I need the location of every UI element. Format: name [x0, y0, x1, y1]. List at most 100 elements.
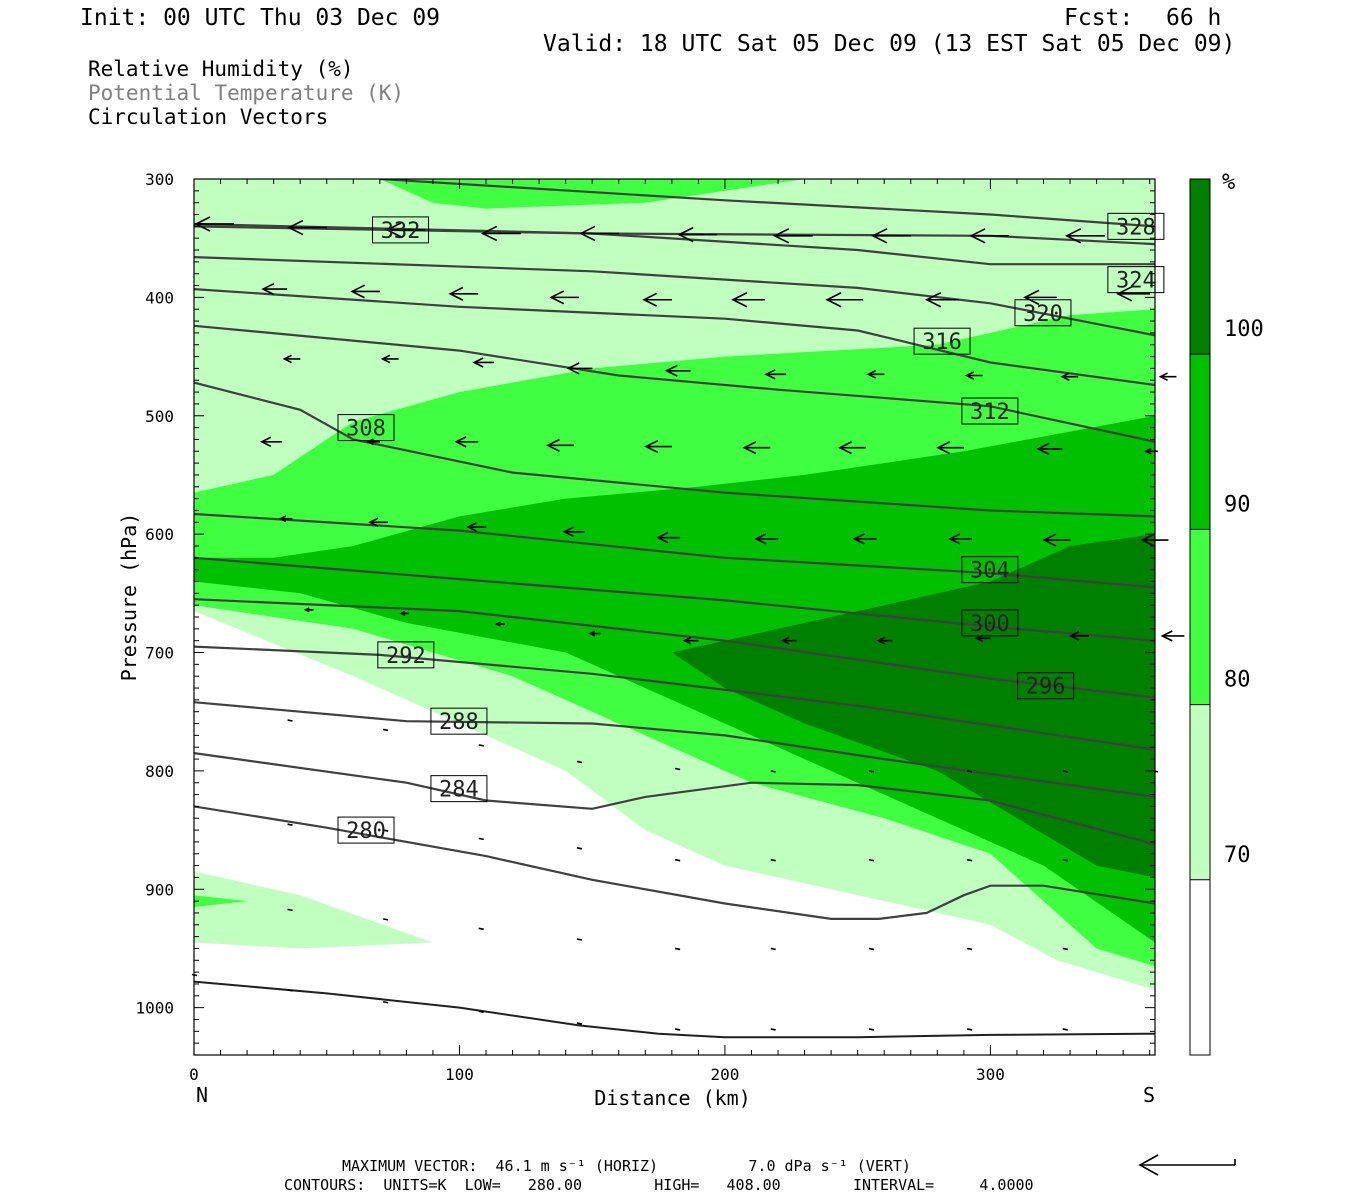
contour-label-box — [377, 641, 435, 669]
vector-small-11 — [382, 829, 389, 832]
contour-label-324: 324 — [1107, 266, 1165, 294]
vector-9-head — [1064, 228, 1082, 244]
legend-theta: Potential Temperature (K) — [88, 81, 405, 105]
contour-label-text: 332 — [381, 219, 421, 244]
contour-label-text: 284 — [439, 778, 479, 803]
rh-region-r90 — [194, 415, 1155, 943]
vector-3-head — [480, 225, 498, 242]
vector-56-head — [876, 636, 886, 645]
ytick-label-300: 300 — [145, 170, 174, 189]
vector-51 — [399, 610, 410, 616]
vector-35 — [742, 441, 771, 455]
contour-label-text: 292 — [386, 644, 426, 669]
vector-33-head — [546, 438, 560, 452]
colorbar-band-2 — [1190, 529, 1210, 705]
vector-17 — [924, 292, 959, 308]
colorbar-frame — [1189, 178, 1211, 1056]
colorbar-label-100: 100 — [1224, 317, 1264, 342]
contour-label-text: 320 — [1023, 302, 1063, 327]
vector-22 — [472, 357, 495, 368]
vector-34 — [644, 439, 673, 454]
vector-1 — [287, 219, 327, 236]
contour-label-text: 308 — [346, 417, 386, 442]
ytick-label-800: 800 — [145, 762, 174, 781]
vector-48-head — [1042, 533, 1057, 547]
theta-contour-292 — [194, 645, 1155, 751]
vector-54 — [682, 636, 699, 645]
contour-label-box — [961, 609, 1019, 637]
rh-region-r100 — [671, 534, 1155, 878]
contour-label-text: 288 — [439, 710, 479, 735]
contour-label-box — [1107, 266, 1165, 294]
vector-small-34 — [770, 1028, 776, 1031]
xtick-label-200: 200 — [710, 1065, 739, 1084]
vector-23-head — [566, 362, 580, 375]
vector-small-7 — [967, 770, 973, 773]
contour-label-text: 312 — [970, 400, 1010, 425]
vector-small-27 — [1062, 947, 1068, 951]
colorbar-unit: % — [1222, 170, 1235, 195]
colorbar-label-90: 90 — [1224, 492, 1251, 517]
vector-30-head — [259, 436, 272, 448]
vector-32-head — [454, 436, 467, 448]
xtick-label-300: 300 — [976, 1065, 1005, 1084]
vector-17-head — [924, 292, 942, 308]
vector-28 — [1060, 372, 1079, 382]
vector-18 — [1023, 289, 1057, 306]
vector-31-head — [366, 438, 374, 446]
vector-small-14 — [674, 858, 681, 862]
contour-label-304: 304 — [961, 556, 1019, 584]
vector-37 — [936, 441, 965, 455]
theta-contour-280 — [194, 805, 1155, 921]
vector-52-head — [494, 621, 501, 627]
legend-rh: Relative Humidity (%) — [88, 57, 354, 81]
vector-38 — [1036, 442, 1063, 456]
vector-small-36 — [967, 1028, 973, 1031]
contour-label-300: 300 — [961, 609, 1019, 637]
contour-label-312: 312 — [961, 397, 1019, 425]
vector-16-head — [825, 292, 842, 308]
ytick-label-700: 700 — [145, 644, 174, 663]
vector-14-head — [642, 292, 657, 307]
vector-58-head — [1069, 631, 1080, 641]
vector-small-4 — [674, 767, 681, 771]
vector-33 — [546, 438, 574, 452]
contours-note: CONTOURS: UNITS=K LOW= 280.00 HIGH= 408.… — [284, 1176, 1034, 1194]
vector-small-8 — [1062, 770, 1068, 773]
theta-contours — [194, 179, 1155, 1039]
vector-small-5 — [770, 770, 776, 773]
vector-32 — [454, 436, 479, 448]
vector-small-23 — [674, 947, 681, 951]
vector-1-head — [287, 219, 304, 236]
vector-18-head — [1023, 289, 1040, 306]
contour-label-box — [337, 414, 395, 442]
theta-contour-288 — [194, 701, 1155, 798]
rh-region-r80_island — [194, 895, 248, 907]
vector-small-13 — [576, 847, 583, 850]
colorbar-band-1 — [1190, 704, 1210, 880]
vector-15-head — [731, 292, 748, 308]
valid-time: Valid: 18 UTC Sat 05 Dec 09 (13 EST Sat … — [543, 31, 1236, 57]
vector-small-24 — [770, 947, 776, 951]
reference-vector-head — [1138, 1154, 1159, 1176]
vector-44 — [656, 532, 680, 544]
vector-53 — [588, 630, 601, 637]
vector-10 — [261, 282, 288, 296]
vector-37-head — [936, 441, 951, 455]
x-end-label-north: N — [196, 1083, 208, 1107]
contour-label-text: 328 — [1116, 215, 1156, 240]
contour-label-332: 332 — [372, 216, 430, 244]
vector-56 — [876, 636, 893, 645]
vector-29 — [1158, 372, 1177, 382]
vector-20 — [282, 354, 301, 364]
vector-53-head — [588, 630, 596, 637]
vector-24-head — [664, 364, 678, 377]
theta-contour-308 — [194, 381, 1155, 518]
vector-6-head — [772, 228, 790, 244]
contour-label-text: 280 — [346, 819, 386, 844]
vector-46 — [852, 533, 877, 545]
vector-58 — [1069, 631, 1089, 641]
vector-20-head — [282, 354, 292, 364]
vector-29-head — [1158, 372, 1168, 382]
theta-contour-316 — [194, 288, 1155, 387]
